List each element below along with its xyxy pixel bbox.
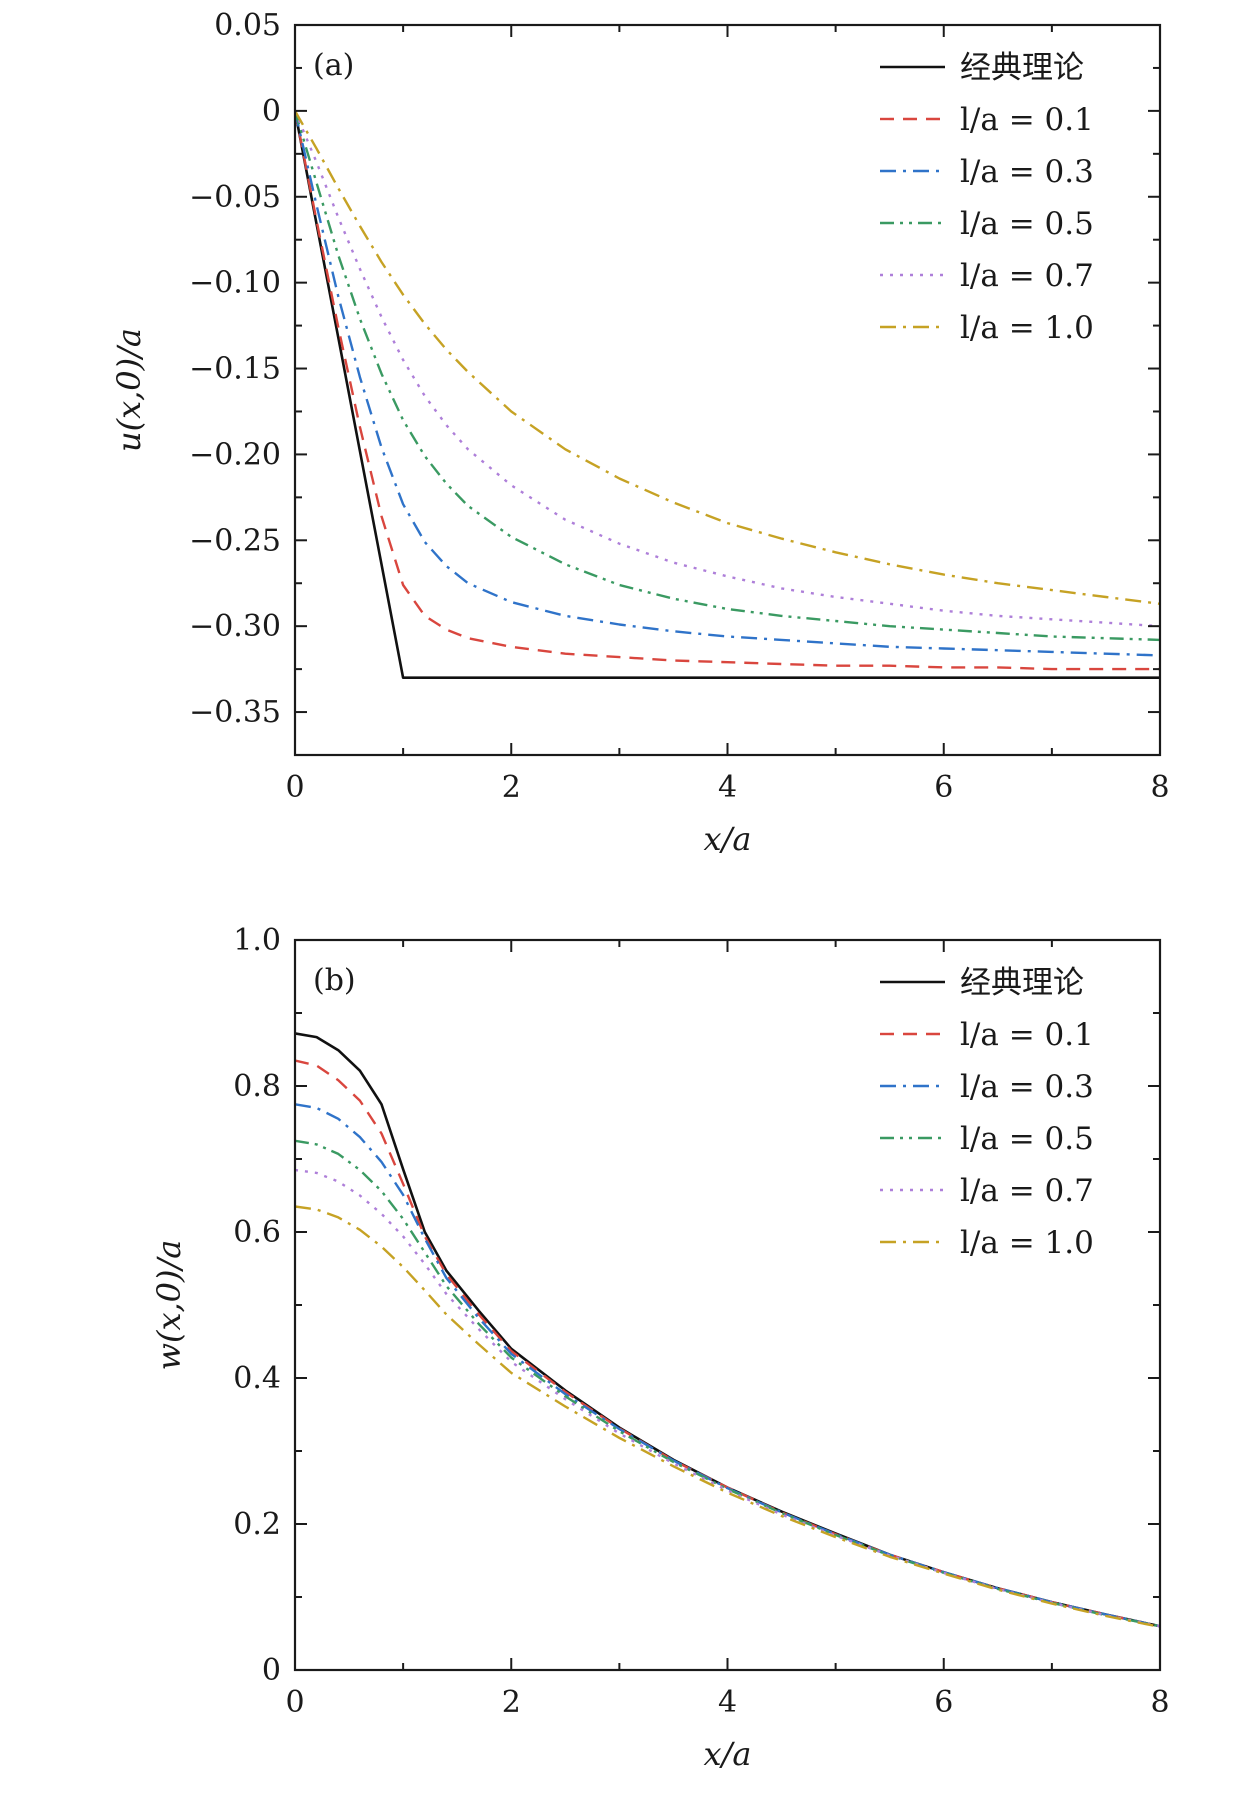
- x-tick-label: 2: [502, 770, 521, 805]
- x-axis-title: x/a: [704, 820, 752, 858]
- x-tick-label: 6: [934, 770, 953, 805]
- y-tick-label: 0.6: [233, 1215, 281, 1250]
- y-tick-label: −0.05: [189, 180, 281, 215]
- y-tick-label: 0.4: [233, 1361, 281, 1396]
- y-tick-label: −0.20: [189, 437, 281, 472]
- x-axis-title: x/a: [704, 1735, 752, 1773]
- series-line-2: [295, 1103, 1160, 1628]
- series-line-4: [295, 110, 1160, 628]
- y-tick-label: 0.2: [233, 1507, 281, 1542]
- y-tick-label: 0.05: [214, 8, 281, 43]
- legend-label-1: l/a = 0.1: [960, 102, 1094, 138]
- y-tick-label: 0: [262, 1653, 281, 1688]
- y-tick-label: −0.10: [189, 266, 281, 301]
- legend-label-5: l/a = 1.0: [960, 310, 1094, 346]
- y-axis-title: u(x,0)/a: [110, 328, 148, 452]
- x-tick-label: 4: [718, 1685, 737, 1720]
- legend: 经典理论 l/a = 0.1 l/a = 0.3 l/a = 0.5 l/a = 0.7…: [880, 965, 1094, 1261]
- legend-label-0: 经典理论: [960, 50, 1084, 86]
- legend-label-1: l/a = 0.1: [960, 1017, 1094, 1053]
- series-line-1: [295, 1059, 1160, 1628]
- series-line-5: [295, 110, 1160, 605]
- y-tick-label: 0.8: [233, 1069, 281, 1104]
- legend-label-3: l/a = 0.5: [960, 206, 1094, 242]
- x-tick-label: 2: [502, 1685, 521, 1720]
- series-line-3: [295, 1139, 1160, 1628]
- x-tick-label: 0: [285, 770, 304, 805]
- x-tick-label: 0: [285, 1685, 304, 1720]
- x-tick-label: 8: [1150, 770, 1169, 805]
- legend-label-2: l/a = 0.3: [960, 154, 1094, 190]
- chart-panel-b: 0 2 4 6 8 0 0.2 0.4 0.6 0.8 1.0 x/a w(x,0)/a (b) 经典理论 l…: [150, 923, 1170, 1773]
- panel-label: (a): [313, 48, 354, 83]
- chart-panel-a: 0 2 4 6 8 0.05 0 −0.05 −0.10 −0.15 −0.20 −0.25 −0.30…: [110, 8, 1170, 858]
- y-tick-label: −0.25: [189, 523, 281, 558]
- x-tick-label: 6: [934, 1685, 953, 1720]
- y-tick-label: −0.35: [189, 695, 281, 730]
- legend-label-0: 经典理论: [960, 965, 1084, 1001]
- series-line-0: [295, 110, 1160, 680]
- x-tick-label: 4: [718, 770, 737, 805]
- legend-label-4: l/a = 0.7: [960, 258, 1094, 294]
- y-tick-label: 1.0: [233, 923, 281, 958]
- legend-label-2: l/a = 0.3: [960, 1069, 1094, 1105]
- series-line-1: [295, 110, 1160, 671]
- legend-label-3: l/a = 0.5: [960, 1121, 1094, 1157]
- series-line-2: [295, 110, 1160, 657]
- panel-label: (b): [313, 963, 356, 998]
- legend-label-5: l/a = 1.0: [960, 1225, 1094, 1261]
- y-tick-label: −0.30: [189, 609, 281, 644]
- series-line-5: [295, 1205, 1160, 1629]
- y-tick-label: 0: [262, 94, 281, 129]
- legend: 经典理论 l/a = 0.1 l/a = 0.3 l/a = 0.5 l/a = 0.7…: [880, 50, 1094, 346]
- x-tick-label: 8: [1150, 1685, 1169, 1720]
- series-line-3: [295, 110, 1160, 642]
- y-axis-title: w(x,0)/a: [150, 1240, 188, 1371]
- legend-label-4: l/a = 0.7: [960, 1173, 1094, 1209]
- y-tick-label: −0.15: [189, 352, 281, 387]
